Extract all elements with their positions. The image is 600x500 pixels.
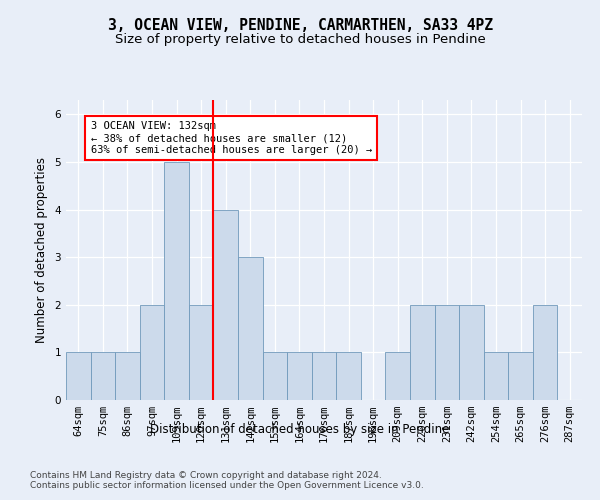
Bar xyxy=(336,352,361,400)
Bar xyxy=(238,257,263,400)
Bar xyxy=(140,305,164,400)
Bar xyxy=(164,162,189,400)
Bar xyxy=(66,352,91,400)
Bar xyxy=(459,305,484,400)
Text: 3 OCEAN VIEW: 132sqm
← 38% of detached houses are smaller (12)
63% of semi-detac: 3 OCEAN VIEW: 132sqm ← 38% of detached h… xyxy=(91,122,372,154)
Bar xyxy=(287,352,312,400)
Bar xyxy=(533,305,557,400)
Bar xyxy=(115,352,140,400)
Bar xyxy=(189,305,214,400)
Bar xyxy=(508,352,533,400)
Bar xyxy=(91,352,115,400)
Text: Distribution of detached houses by size in Pendine: Distribution of detached houses by size … xyxy=(151,422,449,436)
Bar xyxy=(385,352,410,400)
Bar xyxy=(410,305,434,400)
Text: Contains HM Land Registry data © Crown copyright and database right 2024.
Contai: Contains HM Land Registry data © Crown c… xyxy=(30,470,424,490)
Bar xyxy=(263,352,287,400)
Bar xyxy=(434,305,459,400)
Y-axis label: Number of detached properties: Number of detached properties xyxy=(35,157,47,343)
Text: Size of property relative to detached houses in Pendine: Size of property relative to detached ho… xyxy=(115,32,485,46)
Bar xyxy=(484,352,508,400)
Bar xyxy=(214,210,238,400)
Bar xyxy=(312,352,336,400)
Text: 3, OCEAN VIEW, PENDINE, CARMARTHEN, SA33 4PZ: 3, OCEAN VIEW, PENDINE, CARMARTHEN, SA33… xyxy=(107,18,493,32)
